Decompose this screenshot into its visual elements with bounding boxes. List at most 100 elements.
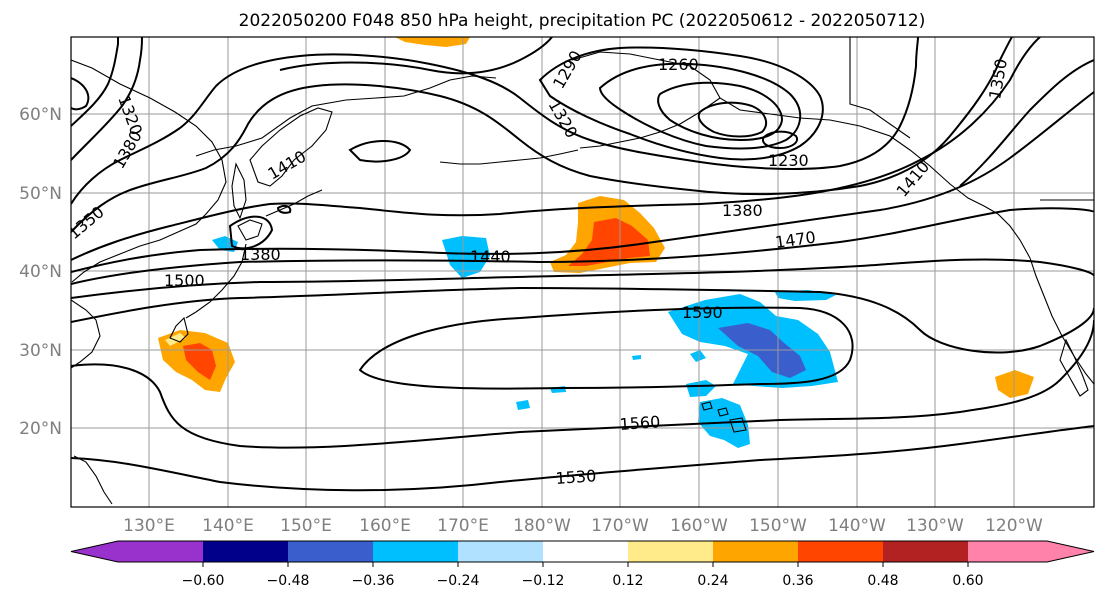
contour-line [762,130,798,150]
contour-line [71,91,1094,273]
colorbar-extend-high [1047,541,1094,562]
precip-negative-small-2 [690,350,706,362]
contour-line [71,425,1094,492]
contour-line [71,258,1094,299]
colorbar-tick-label: −0.24 [437,573,480,589]
coast-aleutians [439,149,579,165]
coastlines [71,37,1094,505]
map-frame [70,36,1095,508]
lon-label: 150°E [280,516,332,536]
lat-label: 40°N [19,262,62,282]
contour-label: 1530 [555,466,597,488]
contour-label: 1500 [164,271,205,290]
coast-kamchatka [249,107,333,187]
contour-line [959,59,1094,187]
contour-line [71,77,90,111]
colorbar-tick-label: −0.60 [182,573,225,589]
lat-label: 50°N [19,184,62,204]
precip-negative-small-1 [686,380,716,397]
colorbar-bin [968,541,1047,562]
colorbar-tick-label: 0.60 [952,573,983,589]
contour-line [228,215,274,250]
contour-line [71,37,1041,261]
precip-strong-japan [183,343,216,380]
lat-label: 20°N [19,419,62,439]
lon-label: 170°W [591,516,649,536]
contour-line [538,46,824,161]
contour-line [71,207,1094,285]
colorbar-bin [713,541,798,562]
lon-label: 180°W [513,516,571,536]
precip-negative-small-3 [516,400,530,410]
colorbar-extend-low [71,541,118,562]
coast-kyushu [169,316,189,343]
lon-label: 130°W [906,516,964,536]
precip-strong-central [568,218,650,266]
colorbar-bin [203,541,288,562]
coast-north-america [1029,257,1094,385]
lon-label: 160°E [359,516,411,536]
lon-label: 160°W [670,516,728,536]
contour-line [358,306,854,390]
contour-label: 1260 [658,55,699,74]
contour-line [276,204,292,214]
coast-japan-hokkaido [237,219,263,241]
colorbar-bin [883,541,968,562]
contour-label: 1590 [682,303,723,322]
colorbar-tick-label: 0.24 [697,573,728,589]
coast-siberia-north [195,75,497,157]
colorbar-bin [458,541,543,562]
lon-label: 140°E [202,516,254,536]
contour-line [71,37,119,127]
lon-label: 130°E [123,516,175,536]
contour-label: 1380 [722,201,763,220]
contour-line [279,37,553,75]
border-alaska-canada [849,37,911,139]
precip-weak-japan [165,333,186,346]
contour-line [71,37,143,161]
height-contours [71,37,1094,492]
colorbar-tick-label: 0.48 [867,573,898,589]
coast-hawaii-3 [729,417,747,433]
colorbar-outline [70,540,1095,563]
coast-baja [1059,338,1089,397]
lat-label: 30°N [19,341,62,361]
colorbar-bin [118,541,203,562]
precip-positive-north [395,37,470,47]
lon-label: 170°E [437,516,489,536]
lon-label: 120°W [985,516,1043,536]
contour-line [71,319,1094,449]
lat-label: 60°N [19,105,62,125]
coast-hawaii-2 [717,407,729,417]
colorbar-bin [543,541,628,562]
colorbar-tick-label: 0.12 [612,573,643,589]
precip-negative-west-central [442,236,490,278]
contour-label: 1380 [240,245,281,264]
colorbar: −0.60 −0.48 −0.36 −0.24 −0.12 0.12 0.24 … [70,540,1095,589]
coast-alaska-peninsula [579,97,721,149]
precip-negative-small-5 [632,355,641,360]
colorbar-bin [628,541,713,562]
contour-line [71,286,1094,354]
colorbar-bin [798,541,883,562]
colorbar-tick-label: −0.48 [267,573,310,589]
contour-line [348,140,412,163]
colorbar-bin [288,541,373,562]
map-panel: 1320 1380 1350 1410 1380 1500 1290 1260 … [70,36,1095,508]
latitude-labels: 60°N 50°N 40°N 30°N 20°N [19,105,62,439]
colorbar-tick-label: −0.12 [522,573,565,589]
lon-label: 150°W [749,516,807,536]
contour-label: 1560 [619,412,661,434]
contour-line [71,37,919,205]
colorbar-tick-label: −0.36 [352,573,395,589]
coast-philippines [73,455,113,505]
colorbar-tick-labels: −0.60 −0.48 −0.36 −0.24 −0.12 0.12 0.24 … [182,573,984,589]
coast-sakhalin [231,162,247,220]
coast-asia-mainland [71,37,227,283]
colorbar-bin [373,541,458,562]
coast-hawaii-1 [701,401,713,411]
contour-line [697,101,768,138]
coast-asia-south [71,299,101,369]
lon-label: 140°W [828,516,886,536]
